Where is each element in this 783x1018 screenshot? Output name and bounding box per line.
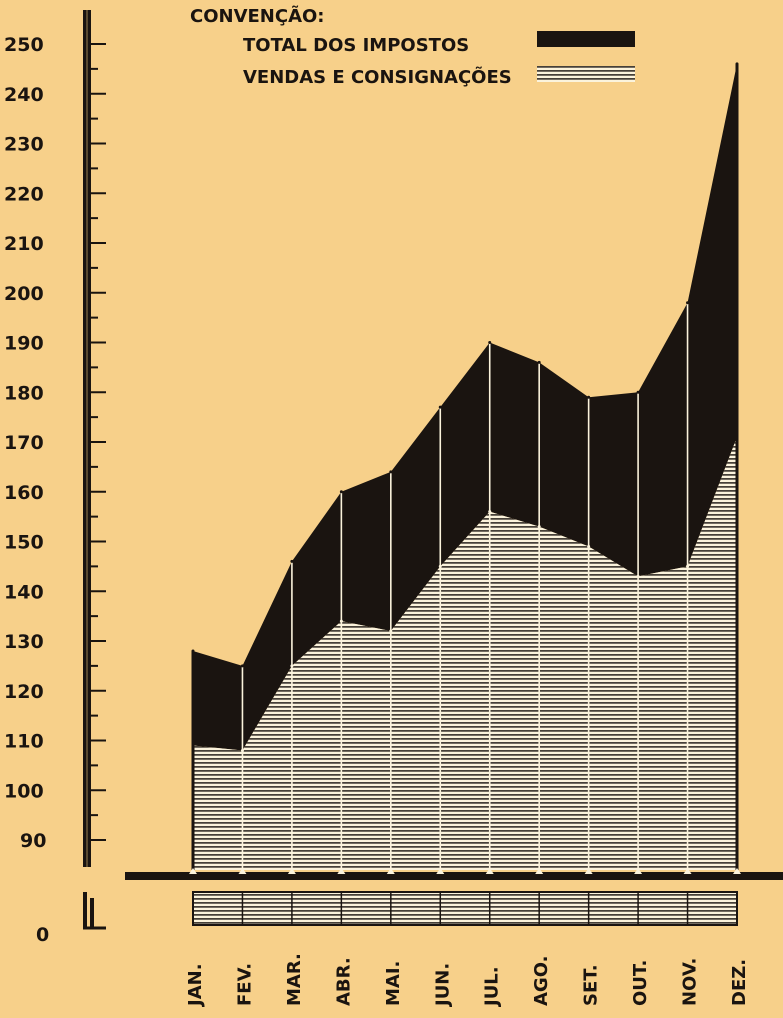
data-point-vendas-consignacoes [488,510,492,514]
y-tick-label: 90 [20,830,46,852]
x-tick-label: MAI. [383,961,404,1006]
x-tick-marker [337,868,346,874]
data-point-total-impostos [537,360,541,364]
data-point-vendas-consignacoes [537,525,541,529]
plot-area [191,62,739,926]
data-point-total-impostos [488,341,492,344]
x-tick-marker [683,868,692,874]
x-tick-marker [485,868,494,874]
x-tick-label: SET. [581,964,602,1006]
y-tick-label: 110 [4,731,44,753]
data-point-vendas-consignacoes [636,574,640,578]
data-point-total-impostos [438,405,442,409]
x-tick-label: FEV. [234,963,255,1006]
y-tick-label: 170 [4,432,44,454]
data-point-total-impostos [389,470,393,474]
data-point-vendas-consignacoes [438,564,442,568]
data-point-total-impostos [240,664,244,668]
lower-hatched-band [193,892,737,925]
data-point-vendas-consignacoes [240,748,244,752]
x-baseline [125,872,783,880]
y-tick-label: 140 [4,581,44,603]
y-tick-label: 150 [4,532,44,554]
y-tick-label: 200 [4,283,44,305]
y-axis-stub-2 [90,898,94,928]
x-tick-label: ABR. [333,957,354,1006]
data-point-vendas-consignacoes [290,664,294,668]
data-point-vendas-consignacoes [587,544,591,548]
data-point-vendas-consignacoes [686,564,690,568]
legend-swatch-solid [537,31,635,47]
y-tick-label: 220 [4,183,44,205]
x-tick-marker [238,868,247,874]
x-tick-marker [287,868,296,874]
series-area-total-impostos [193,63,737,751]
legend-heading: CONVENÇÃO: [190,4,325,27]
x-tick-label: OUT. [630,960,651,1006]
data-point-vendas-consignacoes [339,619,343,623]
x-tick-marker [386,868,395,874]
data-point-total-impostos [686,301,690,305]
x-tick-marker [634,868,643,874]
x-tick-marker [733,868,741,874]
x-tick-label: NOV. [680,958,701,1006]
y-axis-stub [83,892,87,928]
y-tick-label: 100 [4,780,44,802]
legend-label-vendas-consignacoes: VENDAS E CONSIGNAÇÕES [243,65,512,88]
y-tick-label: 210 [4,233,44,255]
data-point-total-impostos [587,395,591,399]
y-tick-label: 190 [4,333,44,355]
x-tick-label: JAN. [185,963,206,1008]
y-tick-label: 230 [4,134,44,156]
data-point-total-impostos [339,490,343,494]
data-point-total-impostos [290,559,294,563]
legend-label-total-impostos: TOTAL DOS IMPOSTOS [243,35,469,56]
x-tick-marker [189,868,197,874]
y-tick-label: 180 [4,382,44,404]
y-tick-label: 160 [4,482,44,504]
data-point-vendas-consignacoes [389,629,393,633]
chart-legend: CONVENÇÃO: TOTAL DOS IMPOSTOS VENDAS E C… [190,4,635,88]
x-tick-label: JUN. [432,963,453,1008]
x-tick-marker [535,868,544,874]
y-tick-label: 120 [4,681,44,703]
x-tick-label: AGO. [531,956,552,1006]
legend-swatch-hatched [537,66,635,82]
y-axis: 0 90 100 110 120 130 140 150 160 170 180 190 200 210 2… [4,10,106,946]
y-axis-bar-highlight [86,10,88,867]
y-tick-label: 250 [4,34,44,56]
x-tick-label: DEZ. [729,959,750,1006]
x-axis: JAN. FEV. MAR. ABR. MAI. JUN. JUL. AGO. SET. OUT.… [125,868,783,1008]
series-area-vendas-consignacoes [193,437,737,870]
x-tick-marker [436,868,445,874]
x-tick-label: JUL. [482,966,503,1008]
x-tick-marker [584,868,593,874]
data-point-total-impostos [636,390,640,394]
x-tick-label: MAR. [284,953,305,1006]
y-tick-label: 240 [4,84,44,106]
y-tick-label: 130 [4,631,44,653]
y-tick-label: 0 [36,924,49,946]
